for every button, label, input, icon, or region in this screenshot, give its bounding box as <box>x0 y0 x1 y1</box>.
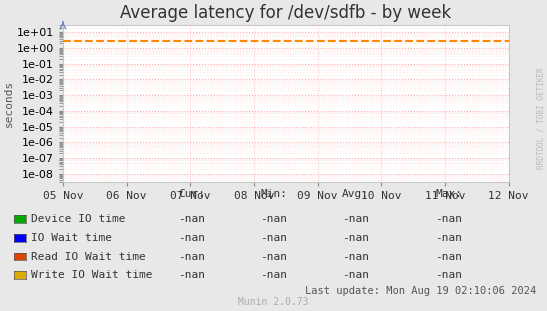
Text: Cur:: Cur: <box>178 189 205 199</box>
Text: -nan: -nan <box>342 233 369 243</box>
Text: -nan: -nan <box>178 214 205 224</box>
Text: -nan: -nan <box>260 233 287 243</box>
Text: Read IO Wait time: Read IO Wait time <box>31 252 146 262</box>
Text: RRDTOOL / TOBI OETIKER: RRDTOOL / TOBI OETIKER <box>537 67 546 169</box>
Text: -nan: -nan <box>178 252 205 262</box>
Text: -nan: -nan <box>178 270 205 280</box>
Text: -nan: -nan <box>342 252 369 262</box>
Y-axis label: seconds: seconds <box>4 80 14 127</box>
Text: Avg:: Avg: <box>342 189 369 199</box>
Text: -nan: -nan <box>435 270 462 280</box>
Text: -nan: -nan <box>435 252 462 262</box>
Text: Write IO Wait time: Write IO Wait time <box>31 270 153 280</box>
Title: Average latency for /dev/sdfb - by week: Average latency for /dev/sdfb - by week <box>120 4 451 22</box>
Text: IO Wait time: IO Wait time <box>31 233 112 243</box>
Text: -nan: -nan <box>342 270 369 280</box>
Text: -nan: -nan <box>435 214 462 224</box>
Text: -nan: -nan <box>260 252 287 262</box>
Text: -nan: -nan <box>260 214 287 224</box>
Text: Munin 2.0.73: Munin 2.0.73 <box>238 297 309 307</box>
Text: -nan: -nan <box>178 233 205 243</box>
Text: Max:: Max: <box>435 189 462 199</box>
Text: Min:: Min: <box>260 189 287 199</box>
Text: -nan: -nan <box>260 270 287 280</box>
Text: Device IO time: Device IO time <box>31 214 126 224</box>
Text: -nan: -nan <box>435 233 462 243</box>
Text: Last update: Mon Aug 19 02:10:06 2024: Last update: Mon Aug 19 02:10:06 2024 <box>305 286 536 296</box>
Text: -nan: -nan <box>342 214 369 224</box>
